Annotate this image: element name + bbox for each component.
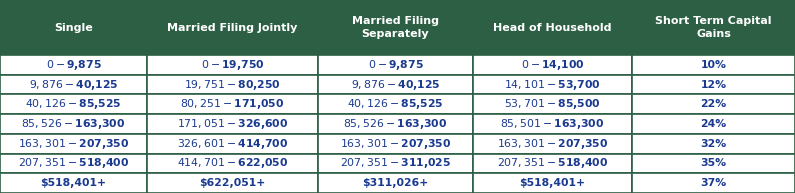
Text: $163,301 - $207,350: $163,301 - $207,350 xyxy=(17,137,130,151)
Text: $311,026+: $311,026+ xyxy=(363,178,429,188)
Text: Married Filing
Separately: Married Filing Separately xyxy=(352,16,439,39)
Polygon shape xyxy=(632,0,795,55)
Polygon shape xyxy=(147,75,318,94)
Text: 12%: 12% xyxy=(700,80,727,90)
Polygon shape xyxy=(0,114,147,134)
Text: 10%: 10% xyxy=(700,60,727,70)
Text: Head of Household: Head of Household xyxy=(493,23,612,32)
Polygon shape xyxy=(0,154,147,173)
Polygon shape xyxy=(0,94,147,114)
Polygon shape xyxy=(147,134,318,154)
Polygon shape xyxy=(0,134,147,154)
Polygon shape xyxy=(147,55,318,75)
Text: $207,351 - $311,025: $207,351 - $311,025 xyxy=(340,157,451,170)
Text: Short Term Capital
Gains: Short Term Capital Gains xyxy=(655,16,772,39)
Text: Married Filing Jointly: Married Filing Jointly xyxy=(168,23,297,32)
Polygon shape xyxy=(318,114,473,134)
Polygon shape xyxy=(147,0,318,55)
Text: $0 - $14,100: $0 - $14,100 xyxy=(521,58,584,72)
Text: $163,301 - $207,350: $163,301 - $207,350 xyxy=(497,137,608,151)
Polygon shape xyxy=(632,94,795,114)
Text: $53,701 - $85,500: $53,701 - $85,500 xyxy=(504,97,601,111)
Polygon shape xyxy=(473,0,632,55)
Polygon shape xyxy=(632,55,795,75)
Polygon shape xyxy=(318,94,473,114)
Text: $85,501 - $163,300: $85,501 - $163,300 xyxy=(500,117,605,131)
Text: 24%: 24% xyxy=(700,119,727,129)
Text: $19,751 - $80,250: $19,751 - $80,250 xyxy=(184,78,281,91)
Polygon shape xyxy=(632,154,795,173)
Text: $40,126 - $85,525: $40,126 - $85,525 xyxy=(347,97,444,111)
Polygon shape xyxy=(473,154,632,173)
Text: $163,301 - $207,350: $163,301 - $207,350 xyxy=(339,137,452,151)
Text: $518,401+: $518,401+ xyxy=(519,178,586,188)
Polygon shape xyxy=(0,173,147,193)
Polygon shape xyxy=(473,134,632,154)
Text: $207,351 - $518,400: $207,351 - $518,400 xyxy=(17,157,130,170)
Text: $9,876 - $40,125: $9,876 - $40,125 xyxy=(29,78,118,91)
Text: $0 - $9,875: $0 - $9,875 xyxy=(367,58,424,72)
Text: $0 - $9,875: $0 - $9,875 xyxy=(45,58,102,72)
Polygon shape xyxy=(318,75,473,94)
Text: $207,351 - $518,400: $207,351 - $518,400 xyxy=(497,157,608,170)
Text: $171,051 - $326,600: $171,051 - $326,600 xyxy=(176,117,289,131)
Polygon shape xyxy=(0,75,147,94)
Text: Single: Single xyxy=(54,23,93,32)
Polygon shape xyxy=(147,173,318,193)
Polygon shape xyxy=(318,134,473,154)
Polygon shape xyxy=(473,55,632,75)
Polygon shape xyxy=(632,173,795,193)
Text: $14,101 - $53,700: $14,101 - $53,700 xyxy=(504,78,601,91)
Polygon shape xyxy=(147,114,318,134)
Polygon shape xyxy=(318,173,473,193)
Text: $40,126 - $85,525: $40,126 - $85,525 xyxy=(25,97,122,111)
Text: 35%: 35% xyxy=(700,158,727,168)
Text: $80,251 - $171,050: $80,251 - $171,050 xyxy=(180,97,285,111)
Text: $85,526 - $163,300: $85,526 - $163,300 xyxy=(343,117,448,131)
Text: $9,876 - $40,125: $9,876 - $40,125 xyxy=(351,78,440,91)
Polygon shape xyxy=(0,55,147,75)
Text: $0 - $19,750: $0 - $19,750 xyxy=(200,58,265,72)
Polygon shape xyxy=(318,55,473,75)
Polygon shape xyxy=(632,75,795,94)
Polygon shape xyxy=(632,134,795,154)
Polygon shape xyxy=(473,173,632,193)
Polygon shape xyxy=(318,154,473,173)
Polygon shape xyxy=(473,114,632,134)
Text: 37%: 37% xyxy=(700,178,727,188)
Polygon shape xyxy=(632,114,795,134)
Text: $414,701 - $622,050: $414,701 - $622,050 xyxy=(176,157,289,170)
Polygon shape xyxy=(147,154,318,173)
Polygon shape xyxy=(0,0,147,55)
Text: $85,526 - $163,300: $85,526 - $163,300 xyxy=(21,117,126,131)
Polygon shape xyxy=(473,75,632,94)
Polygon shape xyxy=(318,0,473,55)
Text: 32%: 32% xyxy=(700,139,727,149)
Polygon shape xyxy=(147,94,318,114)
Text: $518,401+: $518,401+ xyxy=(41,178,107,188)
Text: $326,601 - $414,700: $326,601 - $414,700 xyxy=(176,137,289,151)
Text: 22%: 22% xyxy=(700,99,727,109)
Text: $622,051+: $622,051+ xyxy=(200,178,266,188)
Polygon shape xyxy=(473,94,632,114)
